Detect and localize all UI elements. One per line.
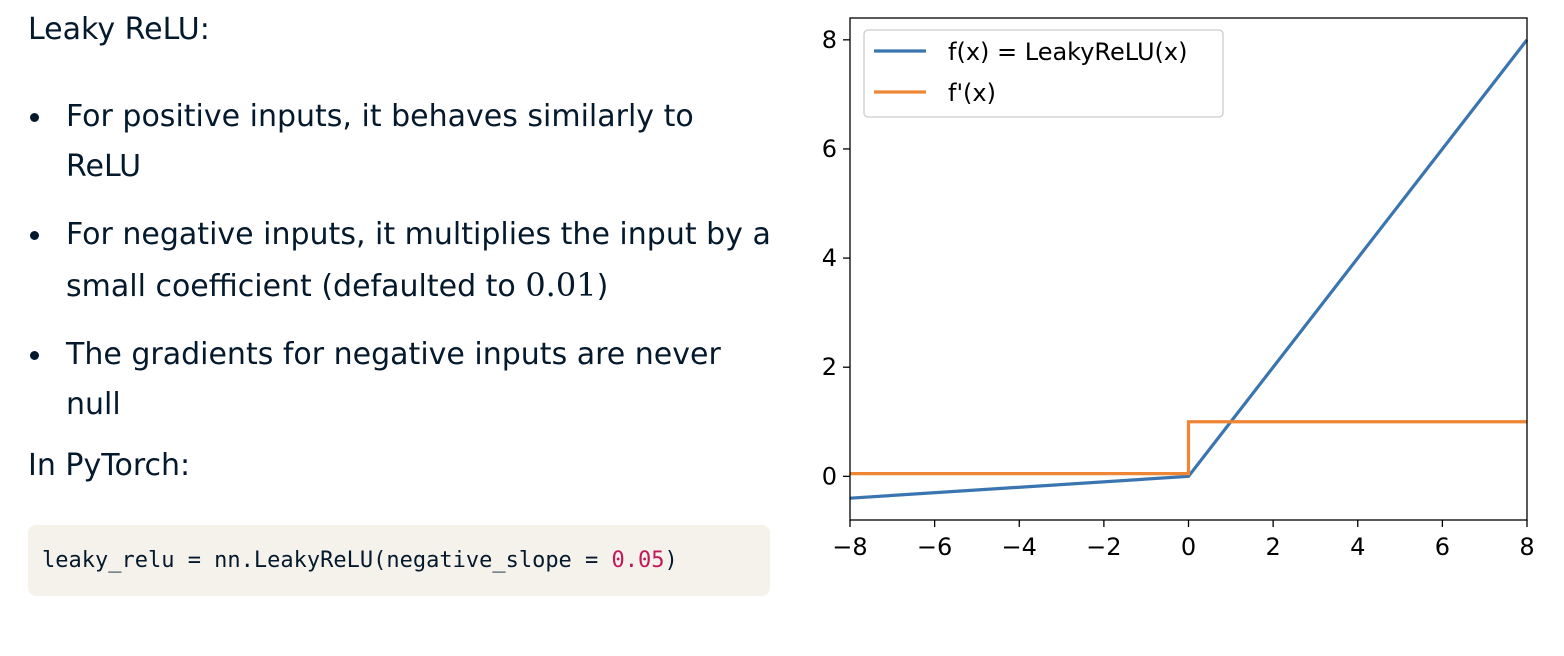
legend-label: f(x) = LeakyReLU(x) <box>948 38 1187 66</box>
bullet-dot-icon <box>30 351 39 360</box>
x-tick-label: −6 <box>917 533 952 561</box>
pytorch-heading: In PyTorch: <box>28 448 191 483</box>
bullet-suffix: ) <box>596 269 609 304</box>
bullet-item: For negative inputs, it multiplies the i… <box>28 210 778 312</box>
bullet-item: For positive inputs, it behaves similarl… <box>28 92 778 192</box>
coefficient-math: 0.01 <box>525 266 597 304</box>
bullet-dot-icon <box>30 113 39 122</box>
bullet-text: For positive inputs, it behaves similarl… <box>66 99 694 184</box>
x-tick-label: −4 <box>1002 533 1037 561</box>
bullet-text: The gradients for negative inputs are ne… <box>66 337 721 422</box>
x-tick-label: 6 <box>1435 533 1450 561</box>
y-tick-label: 8 <box>822 26 837 54</box>
y-tick-label: 4 <box>822 244 837 272</box>
code-block[interactable]: leaky_relu = nn.LeakyReLU(negative_slope… <box>28 525 770 596</box>
y-tick-label: 0 <box>822 462 837 490</box>
x-tick-label: 8 <box>1519 533 1534 561</box>
legend-label: f'(x) <box>948 79 996 107</box>
x-tick-label: 2 <box>1265 533 1280 561</box>
code-number: 0.05 <box>611 548 665 573</box>
x-tick-label: −2 <box>1086 533 1121 561</box>
slide-heading: Leaky ReLU: <box>28 12 210 47</box>
leaky-relu-chart: −8 −6 −4 −2 0 2 4 6 8 0 2 4 6 8 f(x) = LeakyReLU(x) f'(… <box>822 17 1535 561</box>
code-text: leaky_relu = nn.LeakyReLU(negative_slope… <box>42 548 612 573</box>
series-line-1 <box>850 420 1527 476</box>
bullet-item: The gradients for negative inputs are ne… <box>28 330 778 430</box>
series-line-0 <box>849 38 1529 500</box>
y-tick-label: 2 <box>822 353 837 381</box>
bullet-dot-icon <box>30 231 39 240</box>
legend-box <box>863 29 1224 118</box>
x-tick-label: −8 <box>832 533 867 561</box>
bullet-text: For negative inputs, it multiplies the i… <box>66 217 771 304</box>
code-text-end: ) <box>664 548 678 573</box>
y-tick-label: 6 <box>822 135 837 163</box>
x-tick-label: 0 <box>1181 533 1196 561</box>
x-tick-label: 4 <box>1350 533 1365 561</box>
bullet-list: For positive inputs, it behaves similarl… <box>28 92 778 448</box>
